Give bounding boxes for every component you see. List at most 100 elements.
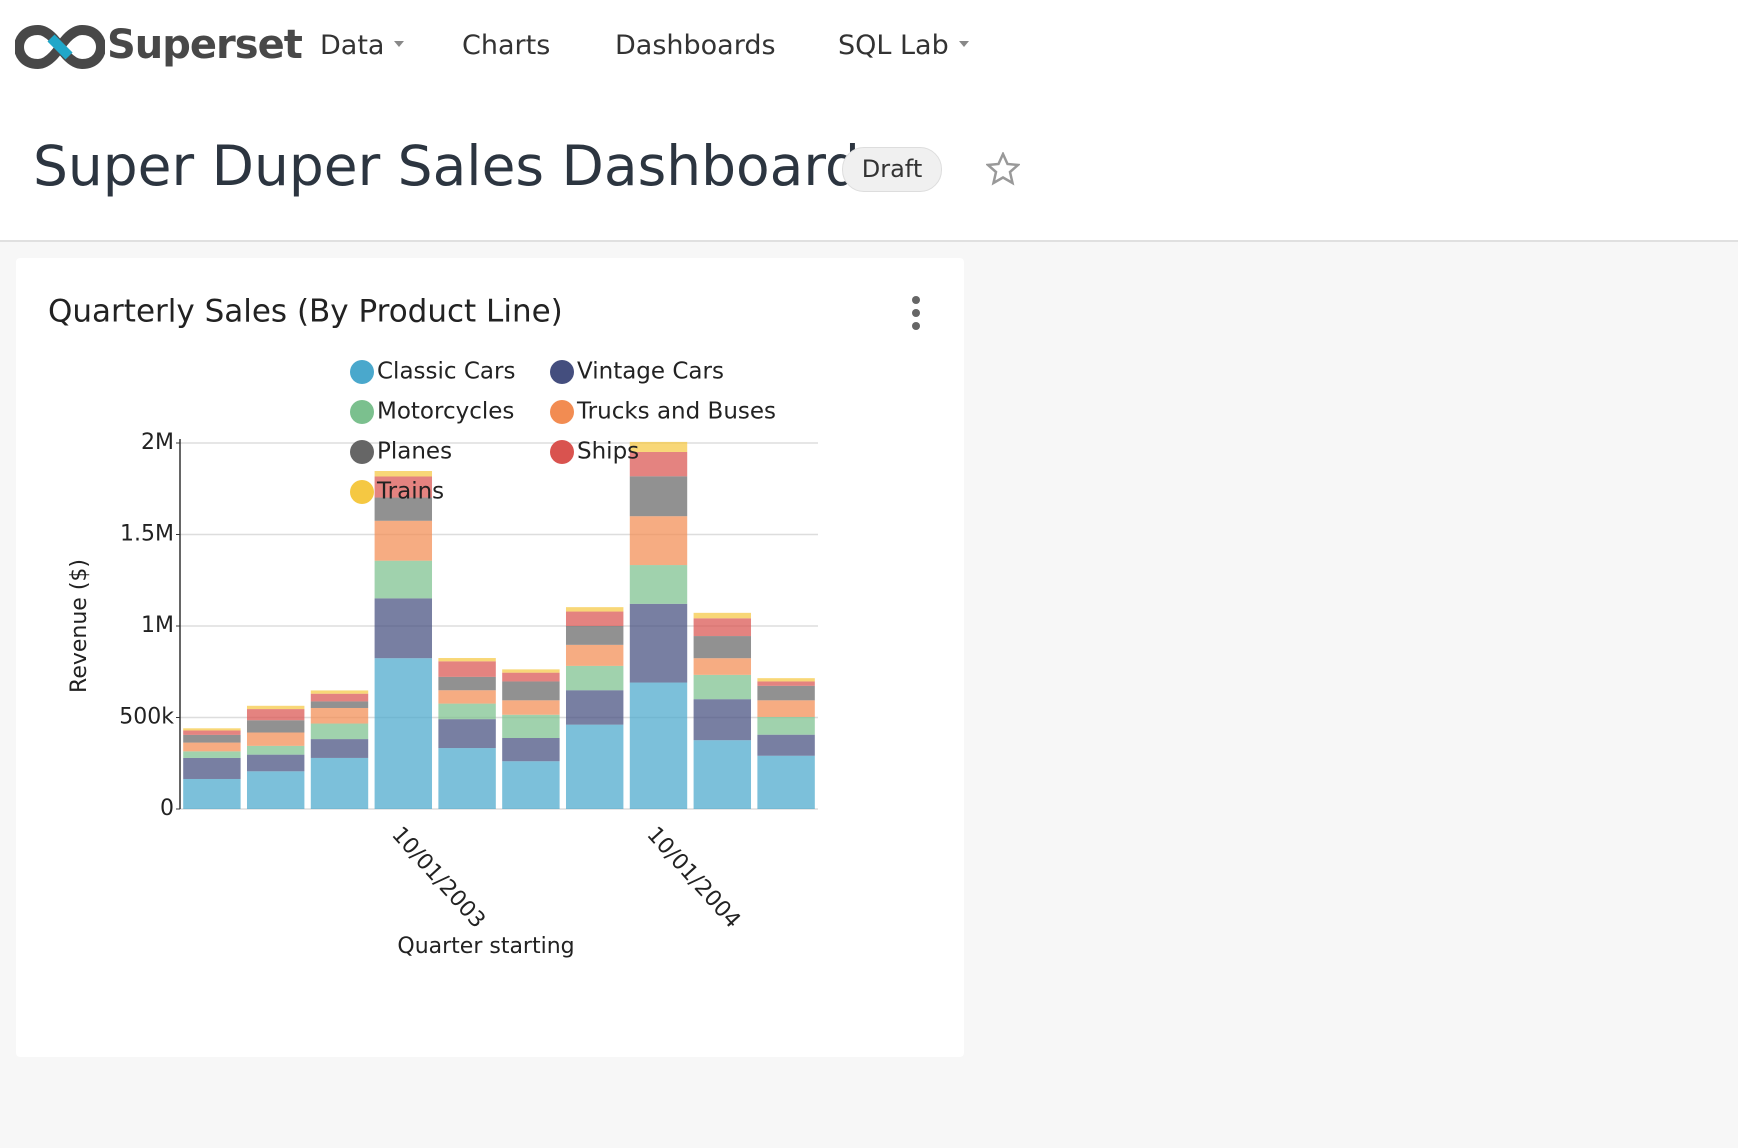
- bar: [693, 699, 752, 741]
- legend-marker: [350, 400, 374, 424]
- bar: [310, 707, 369, 724]
- legend-label: Vintage Cars: [577, 359, 724, 385]
- favorite-star[interactable]: [986, 152, 1020, 186]
- bar: [757, 700, 815, 717]
- caret: [394, 41, 405, 52]
- menu[interactable]: [912, 296, 920, 330]
- logo[interactable]: [15, 24, 105, 70]
- bar: [502, 681, 560, 701]
- bar: [629, 451, 688, 477]
- bar: [629, 476, 688, 517]
- bar: [757, 734, 815, 756]
- bar: [183, 730, 241, 735]
- legend-marker: [350, 480, 374, 504]
- bar: [693, 618, 752, 637]
- nav-item[interactable]: Data: [320, 30, 405, 61]
- legend-marker: [550, 360, 574, 384]
- bar: [183, 742, 241, 752]
- dashboard-title: Super Duper Sales Dashboard: [33, 134, 860, 198]
- header: Superset Data Charts Dashboards SQL Lab …: [0, 0, 1738, 242]
- bar: [629, 441, 688, 452]
- bar: [502, 669, 560, 673]
- legend-label: Classic Cars: [377, 359, 515, 385]
- bar: [757, 716, 815, 735]
- brand[interactable]: Superset: [107, 22, 303, 68]
- bar: [246, 705, 305, 710]
- bar: [502, 714, 560, 738]
- bar: [374, 658, 433, 809]
- bar: [183, 728, 241, 731]
- x-tick-label: 10/01/2003: [386, 822, 489, 933]
- bar: [629, 682, 688, 809]
- bar: [374, 476, 433, 498]
- bar: [438, 690, 496, 704]
- menu-dot: [912, 309, 920, 317]
- bar: [310, 723, 369, 740]
- legend-label: Motorcycles: [377, 399, 514, 425]
- bar: [757, 678, 815, 682]
- bar: [502, 761, 560, 809]
- bar: [693, 612, 752, 619]
- bar: [183, 734, 241, 743]
- y-tick-label: 0: [160, 796, 174, 821]
- bar: [246, 720, 305, 733]
- bar: [310, 701, 369, 708]
- bar: [565, 690, 624, 725]
- bar: [374, 497, 433, 521]
- nav-label: Data: [320, 30, 385, 61]
- bar: [565, 724, 624, 809]
- chart: Quarterly Sales (By Product Line) Revenu…: [48, 294, 920, 959]
- bar: [438, 703, 496, 720]
- chart-card: Quarterly Sales (By Product Line) Revenu…: [16, 258, 964, 1057]
- bar: [310, 690, 369, 694]
- bar: [565, 665, 624, 691]
- bar: [565, 611, 624, 626]
- legend-marker: [550, 440, 574, 464]
- bar: [246, 754, 305, 772]
- x-tick-label: 10/01/2004: [642, 822, 745, 933]
- bar: [310, 757, 369, 809]
- bar: [183, 757, 241, 779]
- bar: [693, 674, 752, 700]
- bar: [502, 737, 560, 762]
- y-tick-label: 500k: [119, 705, 174, 730]
- bar: [629, 516, 688, 566]
- bar: [438, 661, 496, 677]
- bar: [565, 626, 624, 645]
- legend-marker: [350, 360, 374, 384]
- bar: [693, 658, 752, 675]
- star-icon: [986, 152, 1020, 186]
- bar: [629, 565, 688, 604]
- legend-label: Ships: [577, 439, 639, 465]
- legend-label: Trains: [376, 479, 444, 505]
- y-tick-label: 2M: [141, 430, 174, 455]
- bar: [438, 719, 496, 749]
- bar: [757, 755, 815, 809]
- bar: [693, 636, 752, 659]
- bar: [502, 672, 560, 682]
- menu-dot: [912, 322, 920, 330]
- bar: [629, 603, 688, 683]
- x-axis-title: Quarter starting: [397, 934, 574, 959]
- legend-label: Trucks and Buses: [576, 399, 776, 425]
- bar: [310, 739, 369, 758]
- bar: [438, 676, 496, 691]
- logo-accent: [47, 34, 73, 60]
- y-axis-title: Revenue ($): [67, 559, 92, 693]
- bar: [565, 607, 624, 612]
- nav-item[interactable]: Charts: [462, 30, 551, 61]
- bar: [565, 644, 624, 666]
- caret: [958, 41, 969, 52]
- status-badge[interactable]: Draft: [842, 147, 942, 192]
- bar: [374, 520, 433, 561]
- legend-label: Planes: [377, 439, 452, 465]
- nav-item[interactable]: SQL Lab: [838, 30, 969, 61]
- bar: [246, 732, 305, 746]
- bar: [757, 685, 815, 701]
- bar: [502, 700, 560, 715]
- nav-item[interactable]: Dashboards: [615, 30, 776, 61]
- bar: [374, 598, 433, 659]
- legend-marker: [350, 440, 374, 464]
- bar: [183, 778, 241, 809]
